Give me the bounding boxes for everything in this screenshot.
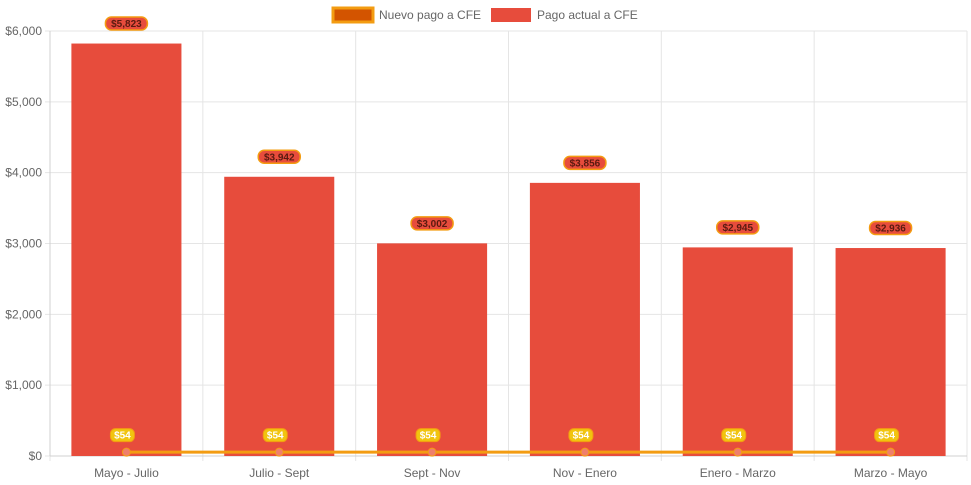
legend[interactable]: Nuevo pago a CFE Pago actual a CFE <box>331 6 638 24</box>
legend-swatch-pago-actual[interactable] <box>491 8 531 22</box>
bar-data-label: $2,936 <box>875 224 906 235</box>
bar-data-label-badge <box>257 149 301 165</box>
bar[interactable] <box>835 248 946 456</box>
bar[interactable] <box>224 176 335 456</box>
x-tick-label: Mayo - Julio <box>94 466 159 480</box>
bar-data-label: $3,856 <box>570 158 601 169</box>
bar[interactable] <box>377 243 488 456</box>
legend-label-nuevo-pago[interactable]: Nuevo pago a CFE <box>379 8 481 22</box>
legend-label-pago-actual[interactable]: Pago actual a CFE <box>537 8 638 22</box>
bar-series <box>71 43 946 456</box>
x-tick-label: Marzo - Mayo <box>854 466 928 480</box>
line-point[interactable] <box>274 447 284 457</box>
data-labels: $5,823 $3,942 $3,002 $3,856 $2,945 $2,936 $54 $… <box>104 16 913 443</box>
x-tick-label: Enero - Marzo <box>700 466 776 480</box>
line-point[interactable] <box>427 447 437 457</box>
y-tick-label: $0 <box>29 449 43 463</box>
bar-data-label: $2,945 <box>722 223 753 234</box>
y-tick-label: $4,000 <box>5 166 42 180</box>
bar-data-label: $3,002 <box>417 219 448 230</box>
line-data-label: $54 <box>725 431 742 442</box>
line-data-label-badge <box>415 428 441 443</box>
line-data-label-badge <box>568 428 594 443</box>
line-data-label: $54 <box>114 431 131 442</box>
line-series <box>121 447 896 457</box>
line-data-label: $54 <box>878 431 895 442</box>
line-point[interactable] <box>733 447 743 457</box>
line-point[interactable] <box>121 447 131 457</box>
y-tick-label: $3,000 <box>5 237 42 251</box>
y-tick-label: $1,000 <box>5 378 42 392</box>
line-data-label: $54 <box>573 431 590 442</box>
bar[interactable] <box>529 182 640 456</box>
x-tick-label: Nov - Enero <box>553 466 617 480</box>
line-data-label-badge <box>109 428 135 443</box>
bar[interactable] <box>71 43 182 456</box>
line-data-label-badge <box>874 428 900 443</box>
x-tick-label: Sept - Nov <box>404 466 461 480</box>
line-data-label: $54 <box>420 431 437 442</box>
line-point[interactable] <box>580 447 590 457</box>
legend-swatch-nuevo-pago[interactable] <box>331 6 375 24</box>
bar-data-label-badge <box>563 155 607 171</box>
bar-data-label: $5,823 <box>111 19 142 30</box>
y-tick-label: $5,000 <box>5 95 42 109</box>
line-data-label: $54 <box>267 431 284 442</box>
line-point[interactable] <box>886 447 896 457</box>
line-data-label-badge <box>262 428 288 443</box>
x-tick-label: Julio - Sept <box>249 466 310 480</box>
bar-data-label-badge <box>104 16 149 31</box>
bar[interactable] <box>682 247 793 456</box>
axes: $0 $1,000 $2,000 $3,000 $4,000 $5,000 $6,000 Ma… <box>5 24 967 480</box>
bar-data-label-badge <box>716 220 760 235</box>
line-data-label-badge <box>721 428 747 443</box>
bar-data-label-badge <box>410 216 454 231</box>
y-tick-label: $2,000 <box>5 307 42 321</box>
bar-data-label: $3,942 <box>264 152 295 163</box>
bar-data-label-badge <box>868 220 913 236</box>
grid <box>45 30 968 461</box>
y-tick-label: $6,000 <box>5 24 42 38</box>
